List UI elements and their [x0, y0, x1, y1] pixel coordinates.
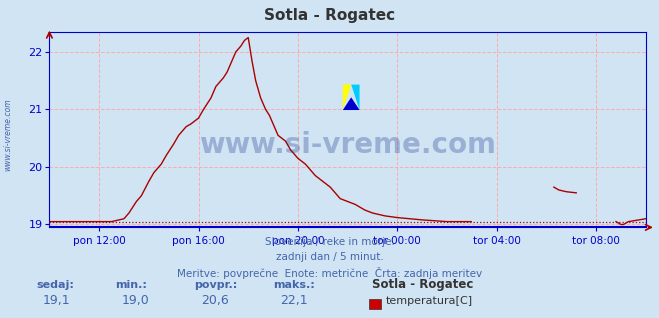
- Text: 19,0: 19,0: [122, 294, 150, 307]
- Text: www.si-vreme.com: www.si-vreme.com: [199, 131, 496, 159]
- Text: sedaj:: sedaj:: [36, 280, 74, 290]
- Text: Sotla - Rogatec: Sotla - Rogatec: [372, 278, 474, 291]
- Text: 20,6: 20,6: [201, 294, 229, 307]
- Text: zadnji dan / 5 minut.: zadnji dan / 5 minut.: [275, 252, 384, 262]
- Text: 19,1: 19,1: [43, 294, 71, 307]
- Text: 22,1: 22,1: [280, 294, 308, 307]
- Text: min.:: min.:: [115, 280, 147, 290]
- Text: temperatura[C]: temperatura[C]: [386, 296, 473, 306]
- Text: Slovenija / reke in morje.: Slovenija / reke in morje.: [264, 237, 395, 247]
- Text: maks.:: maks.:: [273, 280, 315, 290]
- Polygon shape: [343, 97, 360, 110]
- Text: povpr.:: povpr.:: [194, 280, 238, 290]
- Polygon shape: [351, 85, 360, 110]
- Text: Meritve: povprečne  Enote: metrične  Črta: zadnja meritev: Meritve: povprečne Enote: metrične Črta:…: [177, 267, 482, 280]
- Polygon shape: [343, 85, 351, 110]
- Text: Sotla - Rogatec: Sotla - Rogatec: [264, 8, 395, 23]
- Text: www.si-vreme.com: www.si-vreme.com: [3, 99, 13, 171]
